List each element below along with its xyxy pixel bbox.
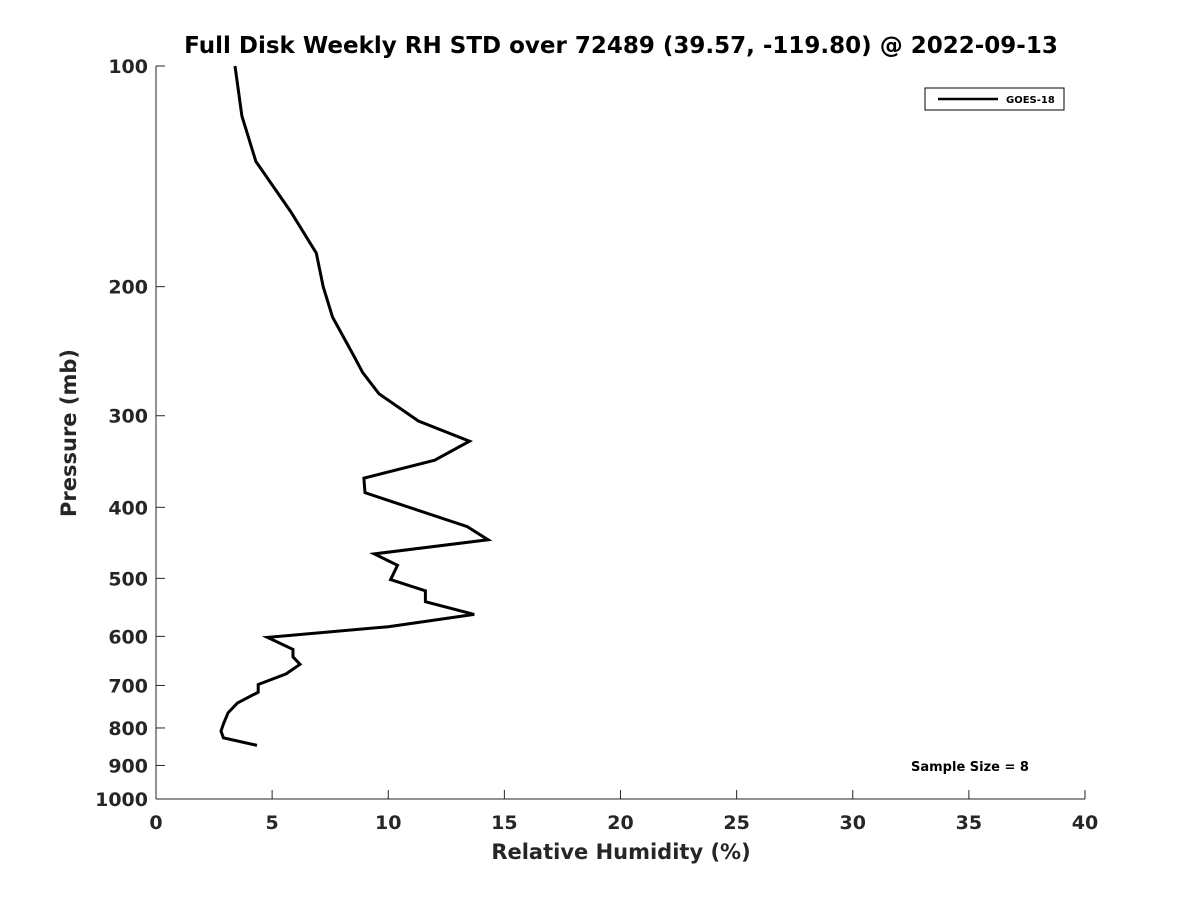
y-tick-label: 200 [108, 277, 148, 299]
x-tick-label: 35 [956, 812, 982, 834]
series-line-goes-18 [219, 65, 493, 747]
y-ticks: 100 200 300 400 500 600 700 800 900 1000 [95, 56, 165, 811]
x-tick-label: 40 [1072, 812, 1098, 834]
y-tick-label: 100 [108, 56, 148, 78]
series-layer [219, 65, 493, 747]
legend-label-goes-18: GOES-18 [1006, 95, 1055, 106]
y-tick-label: 900 [108, 755, 148, 777]
legend: GOES-18 [924, 87, 1065, 111]
y-tick-label: 700 [108, 675, 148, 697]
x-tick-label: 30 [840, 812, 866, 834]
y-tick-label: 300 [108, 406, 148, 428]
x-tick-label: 5 [266, 812, 279, 834]
x-tick-label: 10 [375, 812, 401, 834]
y-tick-label: 400 [108, 497, 148, 519]
plot-area: 0 5 10 15 20 25 30 35 40 100 200 300 400 500 600 700 80… [95, 56, 1098, 834]
x-tick-label: 20 [607, 812, 633, 834]
y-tick-label: 1000 [95, 789, 148, 811]
y-tick-label: 800 [108, 718, 148, 740]
sample-size-annotation: Sample Size = 8 [911, 760, 1029, 775]
x-tick-label: 0 [149, 812, 162, 834]
x-axis-label: Relative Humidity (%) [491, 840, 750, 864]
x-tick-label: 15 [491, 812, 517, 834]
y-tick-label: 600 [108, 626, 148, 648]
x-ticks: 0 5 10 15 20 25 30 35 40 [149, 790, 1098, 834]
y-tick-label: 500 [108, 568, 148, 590]
y-axis-label: Pressure (mb) [57, 349, 81, 517]
chart-title: Full Disk Weekly RH STD over 72489 (39.5… [184, 33, 1058, 59]
x-tick-label: 25 [723, 812, 749, 834]
